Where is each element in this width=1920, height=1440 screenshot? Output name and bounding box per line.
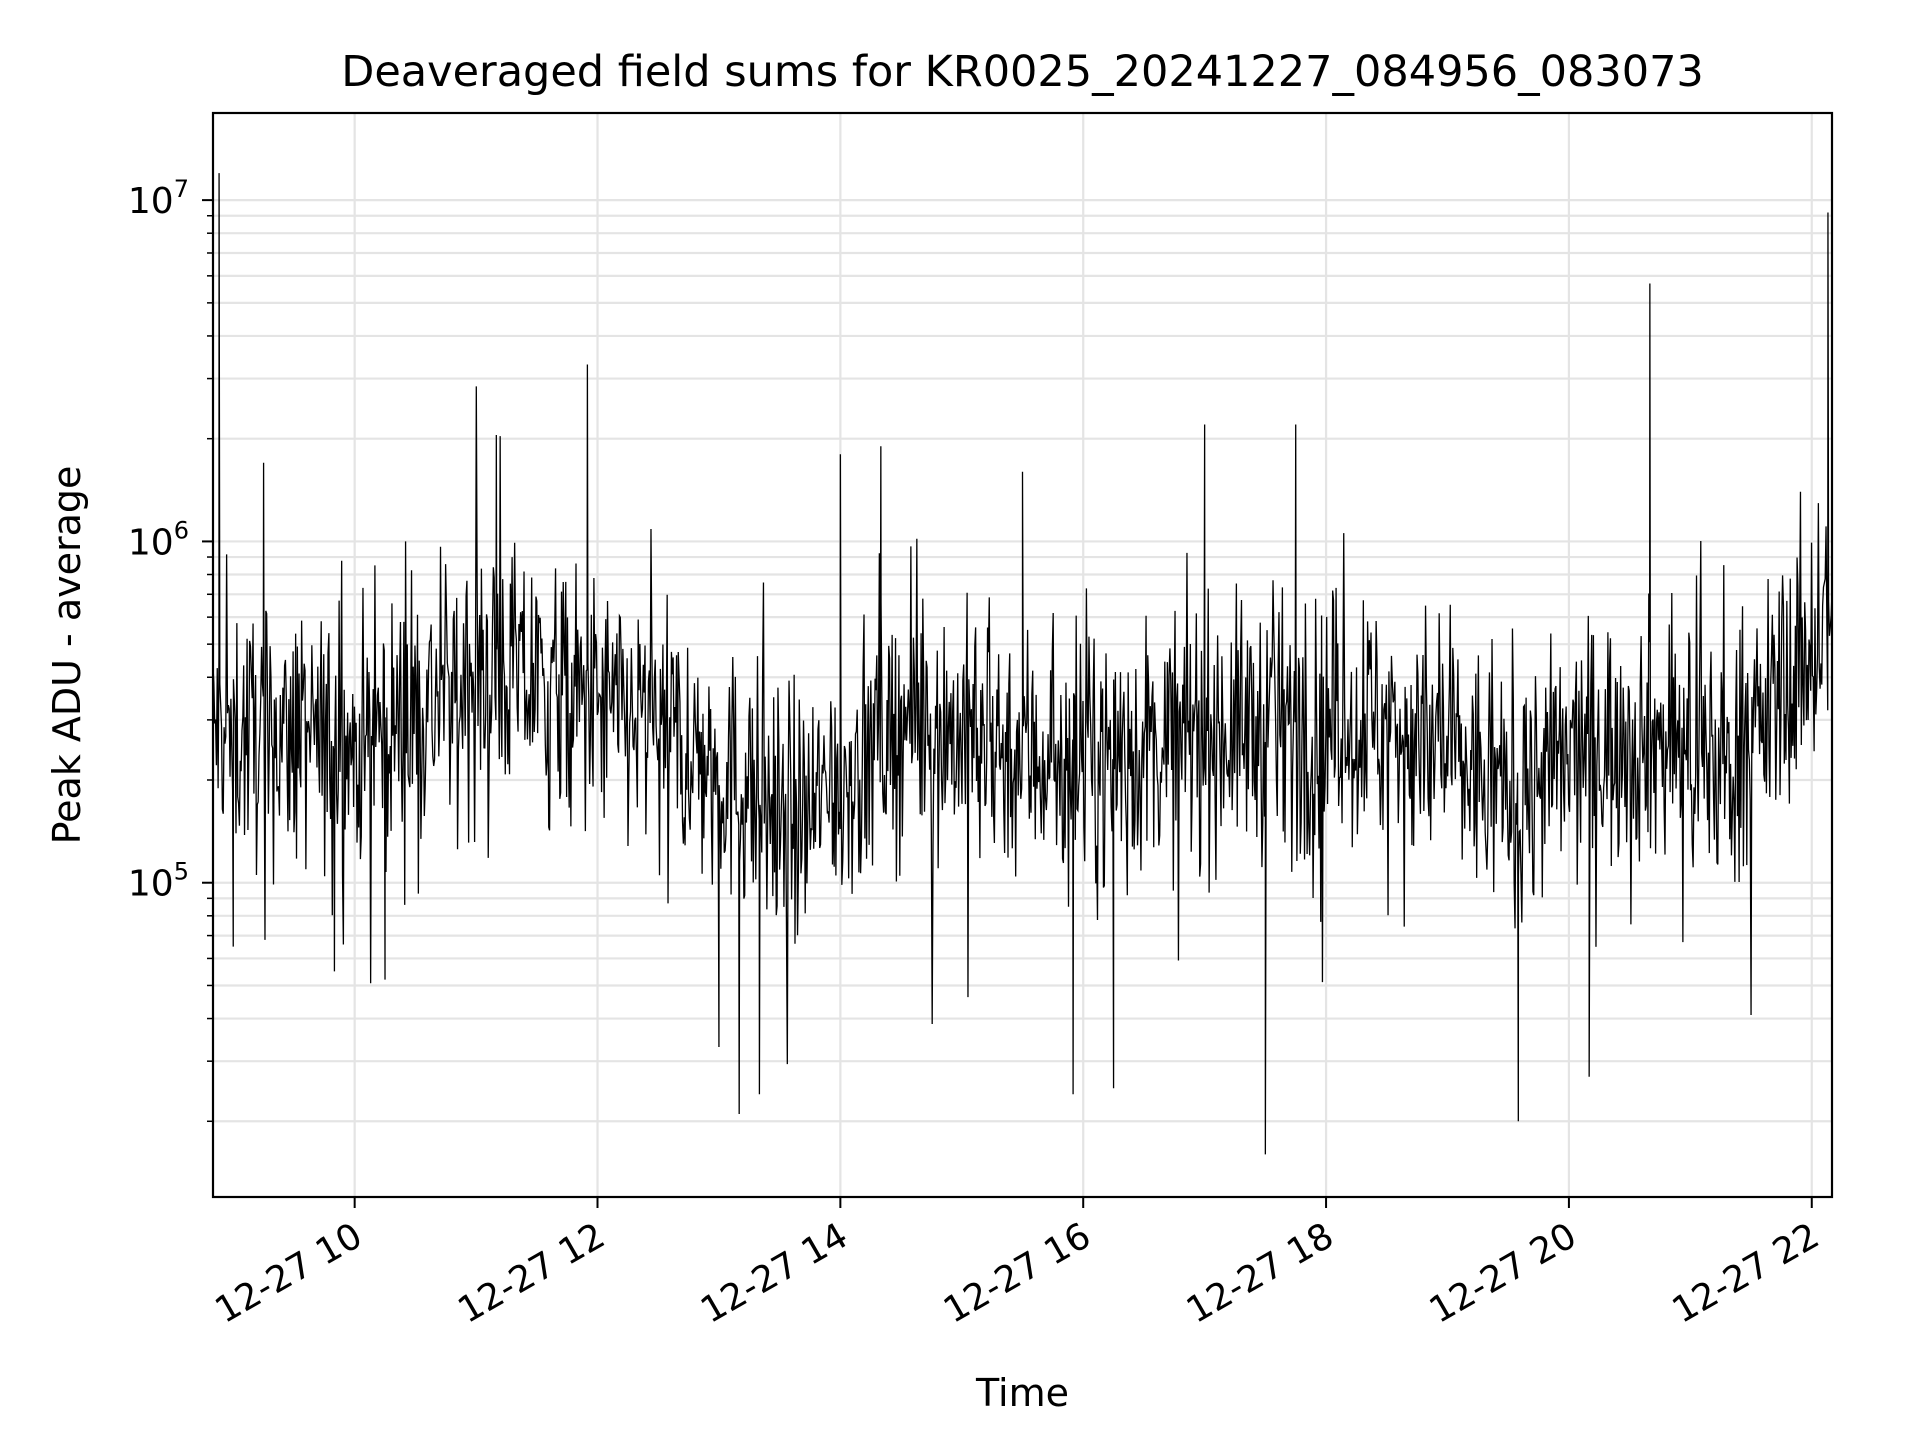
y-tick-label: 106 <box>128 516 189 563</box>
y-tick-label: 105 <box>128 858 189 905</box>
series-line <box>212 173 1833 1155</box>
y-axis-label: Peak ADU - average <box>45 466 89 845</box>
series-trace <box>212 173 1833 1155</box>
chart-title: Deaveraged field sums for KR0025_2024122… <box>341 47 1704 97</box>
y-tick-label: 107 <box>128 175 189 222</box>
plot-frame <box>211 111 1834 1199</box>
x-axis-label: Time <box>975 1371 1069 1415</box>
